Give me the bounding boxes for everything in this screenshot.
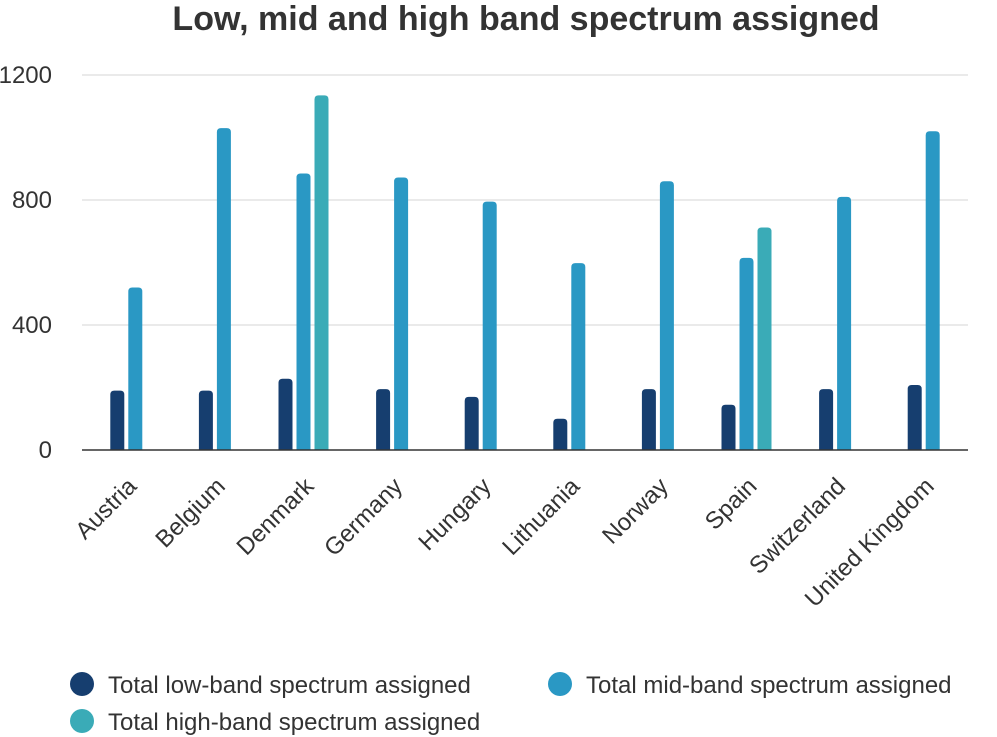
bar [553,418,568,450]
legend: Total low-band spectrum assigned Total mi… [70,672,952,736]
bar [216,128,231,450]
x-tick-label: Hungary [413,473,496,556]
bar [314,95,329,450]
bar [757,227,772,450]
legend-label: Total mid-band spectrum assigned [586,672,952,699]
bar [819,389,834,450]
legend-marker [70,672,94,696]
legend-label: Total high-band spectrum assigned [108,709,480,736]
bar [907,385,922,450]
bar [925,131,940,450]
x-tick-label: Austria [70,472,142,544]
bar [464,396,479,450]
gridlines [82,74,968,326]
chart-title: Low, mid and high band spectrum assigned [172,0,879,38]
y-tick-label: 400 [12,312,52,339]
bar [376,389,391,450]
bar [571,263,586,450]
x-tick-label: Germany [319,473,408,562]
x-tick-label: Norway [597,473,674,550]
bar [659,181,674,450]
bar [721,404,736,450]
x-tick-label: Lithuania [497,472,585,560]
legend-item: Total mid-band spectrum assigned [548,672,952,699]
x-tick-label: Belgium [150,473,230,553]
bar [641,389,656,450]
bar [128,287,143,450]
legend-label: Total low-band spectrum assigned [108,672,471,699]
bar [739,257,754,450]
bar [394,177,409,450]
y-tick-label: 0 [39,437,52,464]
bars [110,95,940,450]
bar [278,378,293,450]
legend-marker [70,709,94,733]
bar [482,201,497,450]
bar [198,390,213,450]
legend-item: Total low-band spectrum assigned [70,672,471,699]
bar [110,390,125,450]
bar [837,196,852,450]
y-tick-label: 1200 [0,62,52,89]
x-axis-ticks: Austria Belgium Denmark Germany Hungary Lithu… [70,472,939,613]
bar [296,173,311,450]
y-axis-ticks: 0 400 800 1200 [0,62,52,464]
x-tick-label: Spain [700,473,763,536]
y-tick-label: 800 [12,187,52,214]
x-tick-label: Denmark [231,472,320,561]
legend-marker [548,672,572,696]
legend-item: Total high-band spectrum assigned [70,709,480,736]
